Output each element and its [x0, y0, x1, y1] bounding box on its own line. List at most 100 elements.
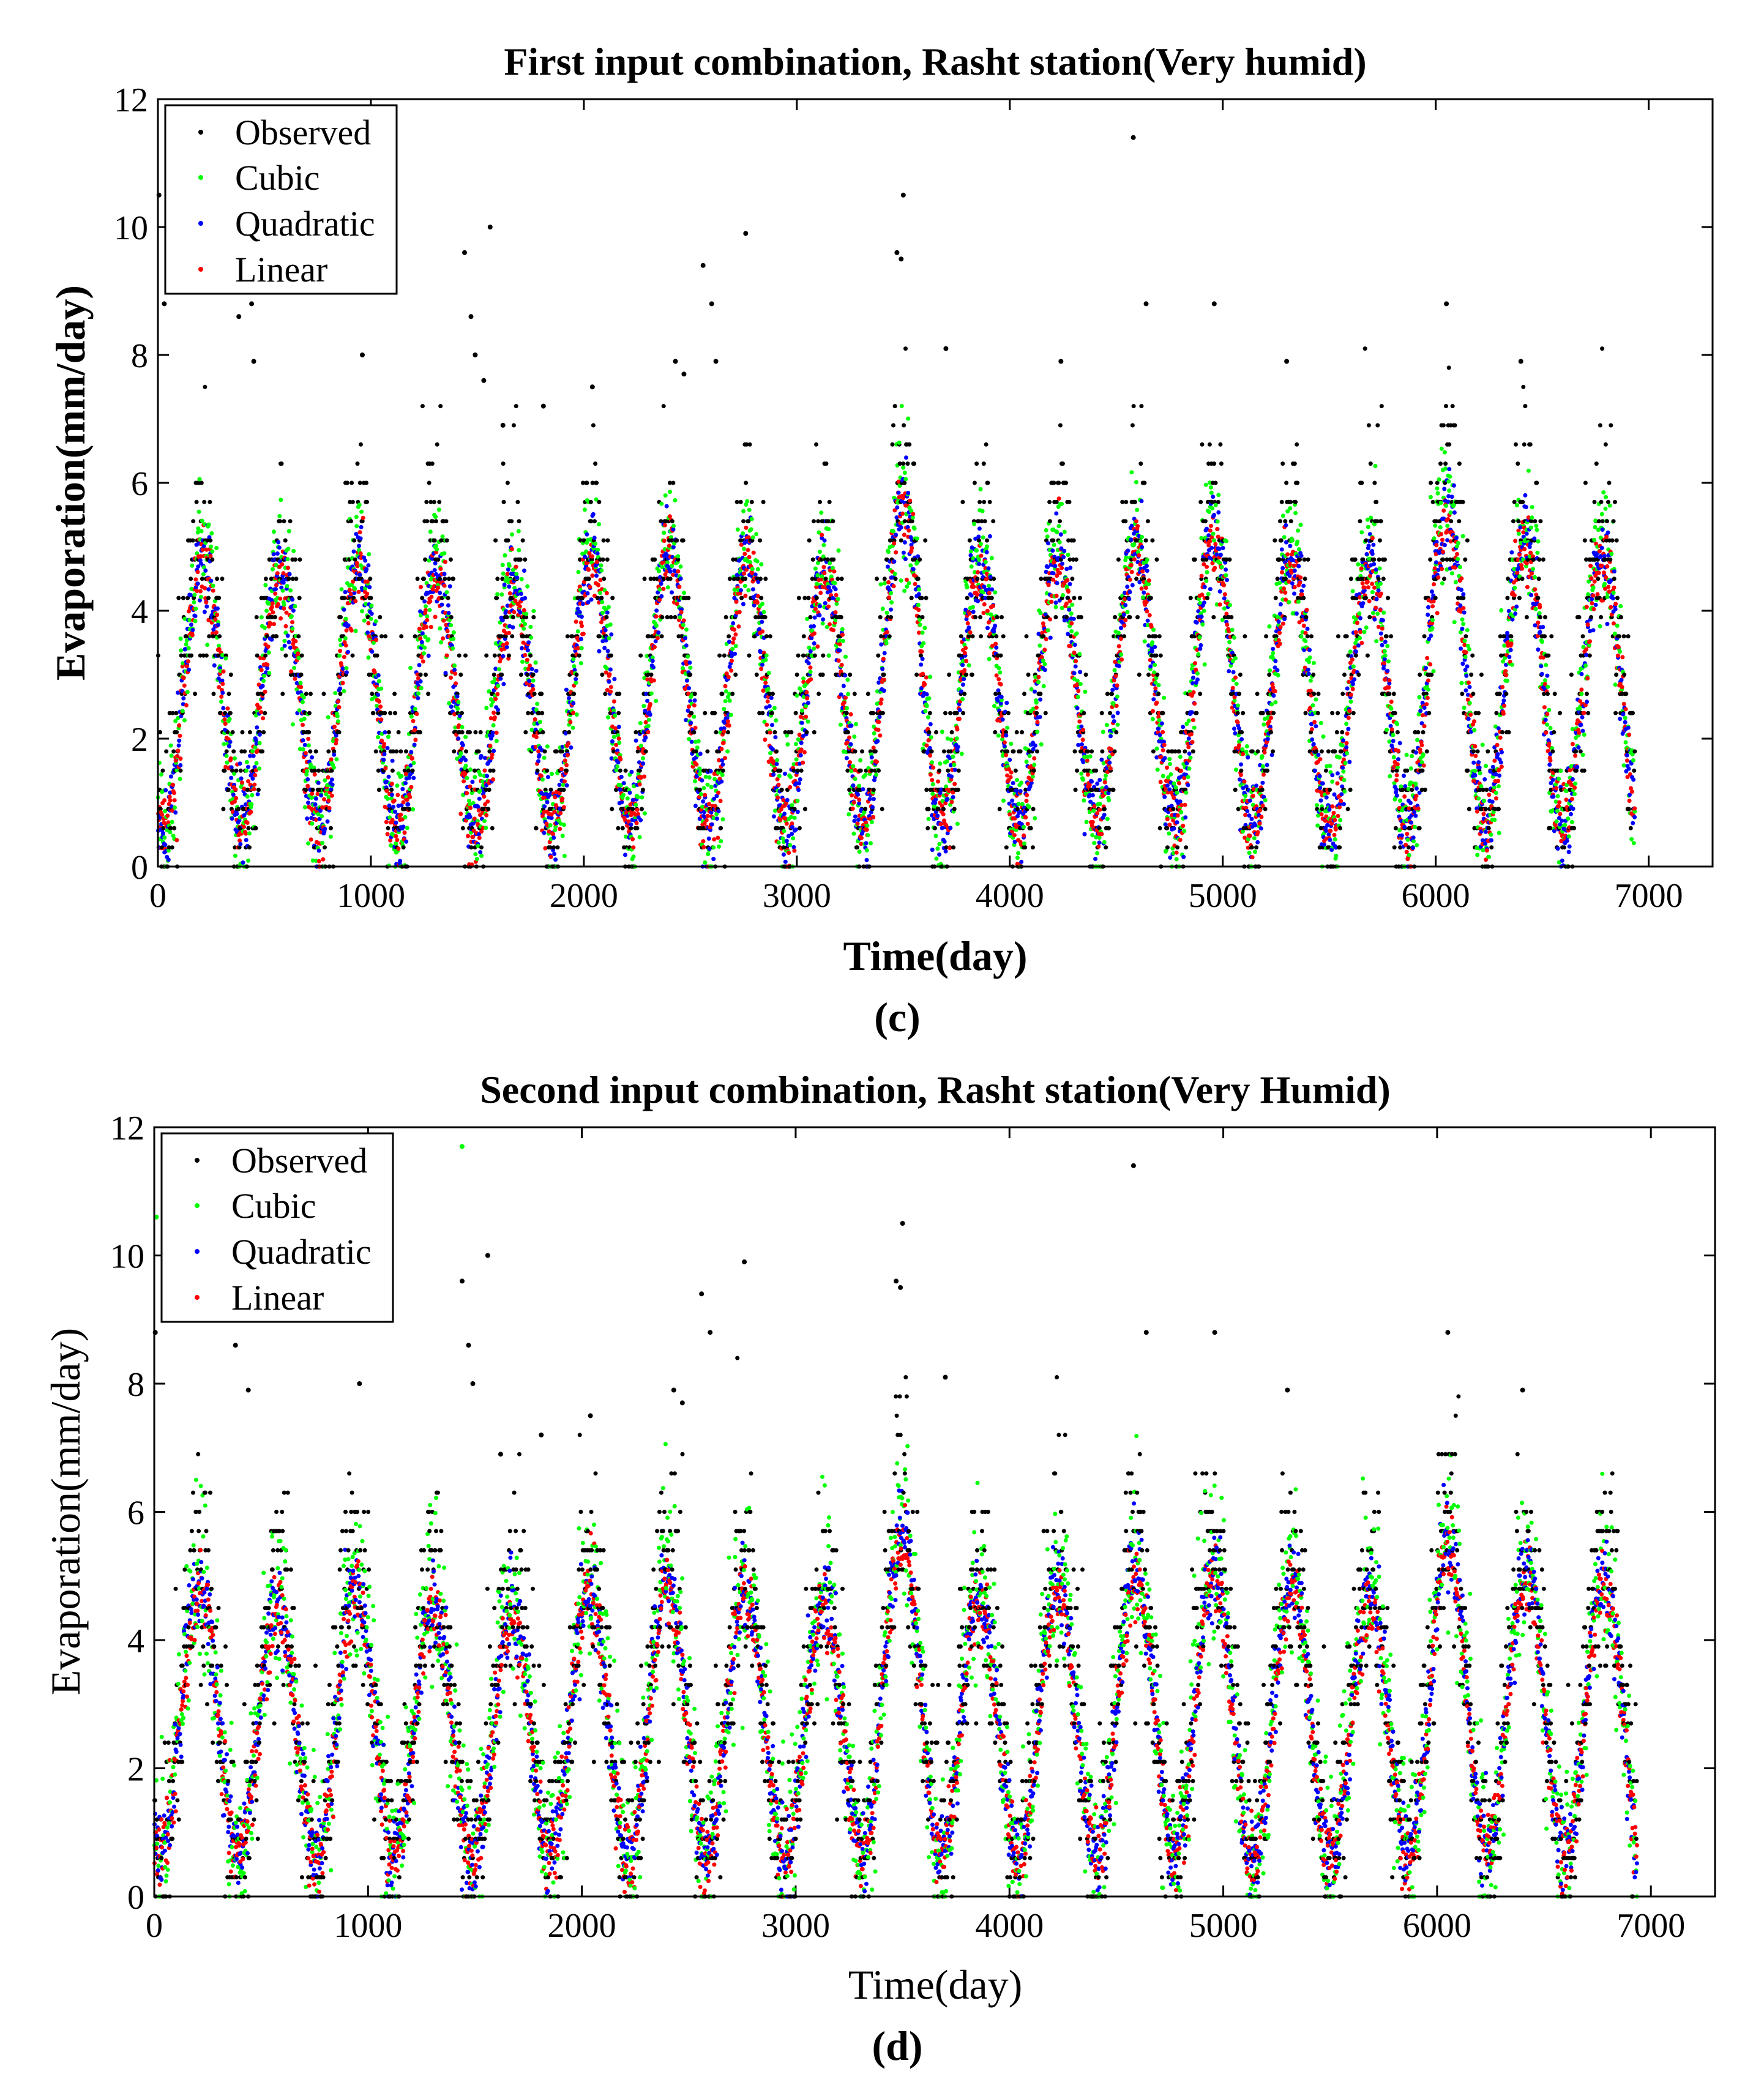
point-quadratic [446, 603, 450, 608]
point-linear [787, 851, 791, 855]
point-linear [760, 629, 765, 634]
point-cubic [395, 783, 400, 788]
point-cubic [354, 524, 359, 529]
point-quadratic [629, 769, 634, 774]
point-linear [804, 690, 809, 695]
point-observed [518, 673, 523, 677]
point-cubic [174, 768, 179, 772]
point-cubic [233, 854, 237, 858]
point-cubic [460, 725, 465, 729]
point-quadratic [812, 641, 817, 646]
point-quadratic [276, 540, 281, 545]
point-observed [432, 538, 437, 543]
point-cubic [599, 568, 604, 573]
point-cubic [633, 802, 638, 807]
point-linear [296, 651, 301, 656]
point-quadratic [902, 540, 907, 545]
point-linear [315, 791, 320, 796]
point-cubic [217, 643, 221, 648]
point-quadratic [727, 640, 731, 644]
point-observed [918, 557, 922, 562]
point-observed [926, 807, 931, 811]
point-quadratic [515, 575, 520, 580]
point-linear [239, 780, 244, 785]
point-linear [347, 587, 352, 592]
point-linear [175, 754, 180, 759]
point-cubic [835, 597, 840, 602]
point-quadratic [849, 723, 854, 728]
point-cubic [193, 619, 198, 624]
point-cubic [253, 745, 258, 750]
point-linear [871, 745, 876, 750]
point-observed [887, 634, 892, 639]
point-quadratic [522, 569, 526, 573]
point-quadratic [496, 707, 500, 712]
point-linear [443, 559, 447, 564]
point-quadratic [260, 684, 265, 688]
point-observed [520, 538, 525, 543]
point-quadratic [439, 602, 444, 607]
point-cubic [210, 549, 215, 554]
point-linear [173, 758, 178, 763]
point-cubic [377, 679, 381, 684]
point-linear [420, 659, 425, 664]
point-linear [826, 604, 831, 609]
point-quadratic [542, 830, 547, 835]
point-observed [432, 499, 436, 504]
point-quadratic [790, 825, 794, 830]
point-cubic [692, 714, 697, 719]
point-quadratic [889, 607, 893, 612]
point-observed [635, 826, 640, 830]
point-quadratic [306, 800, 310, 805]
point-cubic [920, 630, 925, 635]
point-linear [338, 649, 343, 654]
point-observed [517, 519, 521, 524]
point-cubic [219, 699, 223, 704]
point-cubic [301, 699, 305, 704]
point-cubic [717, 844, 721, 849]
point-quadratic [456, 736, 461, 741]
point-cubic [686, 654, 690, 659]
point-linear [305, 783, 310, 788]
point-linear [743, 594, 748, 599]
point-observed [226, 692, 231, 696]
point-quadratic [204, 604, 209, 609]
point-cubic [159, 772, 163, 777]
point-observed [418, 673, 423, 677]
point-observed [255, 653, 260, 658]
point-quadratic [945, 797, 950, 802]
y-tick-label: 2 [131, 721, 148, 759]
point-observed [389, 788, 394, 793]
point-quadratic [196, 564, 201, 569]
point-quadratic [479, 754, 484, 758]
point-linear [195, 570, 200, 575]
point-linear [850, 806, 855, 811]
point-quadratic [433, 561, 438, 565]
point-linear [271, 610, 275, 615]
point-observed [605, 557, 610, 562]
point-cubic [924, 704, 929, 709]
point-observed [601, 538, 606, 543]
point-quadratic [529, 666, 534, 671]
point-linear [255, 703, 260, 707]
point-quadratic [385, 745, 390, 750]
point-quadratic [403, 781, 408, 786]
point-observed [743, 576, 748, 581]
point-linear [185, 659, 190, 664]
point-cubic [840, 627, 845, 632]
point-cubic [537, 720, 542, 725]
point-linear [661, 586, 666, 591]
point-observed [371, 710, 376, 715]
point-linear [408, 794, 413, 799]
point-quadratic [507, 584, 512, 589]
point-observed [210, 557, 215, 562]
point-cubic [185, 690, 190, 695]
point-quadratic [698, 752, 703, 756]
point-linear [395, 793, 400, 797]
point-cubic [224, 753, 229, 758]
point-cubic [903, 477, 908, 482]
point-quadratic [491, 748, 496, 753]
point-cubic [247, 831, 252, 836]
point-observed [436, 557, 441, 562]
point-cubic [528, 624, 533, 629]
